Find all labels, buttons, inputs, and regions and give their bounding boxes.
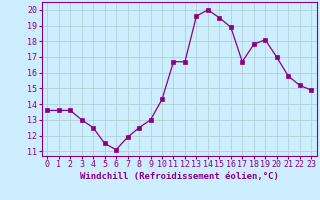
- X-axis label: Windchill (Refroidissement éolien,°C): Windchill (Refroidissement éolien,°C): [80, 172, 279, 181]
